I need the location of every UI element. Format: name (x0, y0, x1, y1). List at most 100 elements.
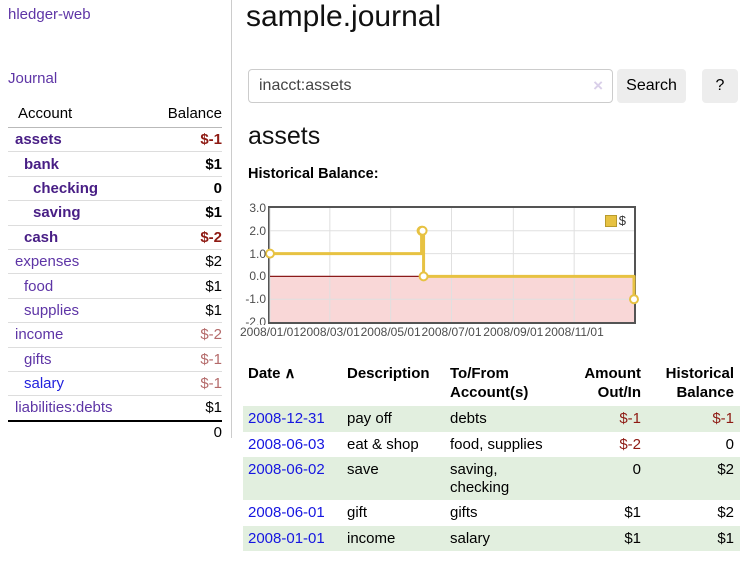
search-bar: × Search ? (248, 69, 738, 103)
x-axis-tick-label: 2008/05/01 (360, 325, 422, 339)
account-balance-value: 0 (214, 180, 222, 197)
transaction-balance: $2 (641, 500, 734, 526)
account-row: checking 0 (8, 177, 222, 201)
transaction-balance: $-1 (641, 406, 734, 432)
account-balance-value: $1 (205, 204, 222, 221)
sidebar-item-journal[interactable]: Journal (8, 70, 57, 87)
sidebar-account-link[interactable]: checking (8, 180, 98, 197)
sidebar-account-link[interactable]: expenses (8, 253, 79, 270)
sidebar-account-link[interactable]: gifts (8, 351, 52, 368)
historical-balance-chart[interactable]: $ (268, 206, 636, 324)
transaction-balance: $1 (641, 526, 734, 552)
transaction-date-link[interactable]: 2008-06-02 (248, 461, 325, 478)
search-input[interactable] (248, 69, 613, 103)
account-row: salary $-1 (8, 372, 222, 396)
legend-label: $ (619, 213, 626, 228)
account-balance-value: $-2 (200, 229, 222, 246)
sidebar-account-link[interactable]: supplies (8, 302, 79, 319)
data-point-marker[interactable] (630, 295, 638, 303)
transaction-amount: $1 (573, 526, 641, 552)
account-balance-value: $1 (205, 156, 222, 173)
transaction-amount: $1 (573, 500, 641, 526)
transaction-row: 2008-06-02 savesaving, checking0$2 (243, 457, 740, 500)
transaction-amount: $-2 (573, 432, 641, 458)
column-header-amount: Amount Out/In (573, 364, 641, 402)
chart-heading: Historical Balance: (248, 166, 379, 182)
account-balance-value: $-1 (200, 351, 222, 368)
transaction-amount: 0 (573, 457, 641, 500)
transaction-row: 2008-06-01 giftgifts$1$2 (243, 500, 740, 526)
transaction-description: gift (347, 500, 450, 526)
transaction-date-link[interactable]: 2008-01-01 (248, 530, 325, 547)
transaction-description: save (347, 457, 450, 500)
transaction-row: 2008-06-03eat & shopfood, supplies$-20 (243, 432, 740, 458)
sidebar-account-link[interactable]: liabilities:debts (8, 399, 113, 416)
x-axis: 2008/01/012008/03/012008/05/012008/07/01… (270, 325, 634, 340)
account-balance-value: $1 (205, 278, 222, 295)
account-row: saving $1 (8, 201, 222, 225)
column-header-accounts: To/From Account(s) (450, 364, 573, 402)
sidebar-account-link[interactable]: bank (8, 156, 59, 173)
y-axis-tick-label: 3.0 (249, 201, 266, 215)
x-axis-tick-label: 2008/11/01 (544, 325, 605, 339)
x-axis-tick-label: 2008/09/01 (482, 325, 544, 339)
y-axis-tick-label: 0.0 (249, 269, 266, 283)
transactions-table-header: Date∧ Description To/From Account(s) Amo… (243, 362, 740, 406)
sidebar-account-link[interactable]: assets (8, 131, 62, 148)
transaction-accounts: saving, checking (450, 457, 573, 500)
search-box: × (248, 69, 613, 103)
x-axis-tick-label: 2008/07/01 (420, 325, 482, 339)
sort-ascending-icon[interactable]: ∧ (285, 365, 296, 382)
account-row: income $-2 (8, 323, 222, 347)
transactions-table: Date∧ Description To/From Account(s) Amo… (243, 362, 740, 551)
accounts-header-balance: Balance (168, 105, 222, 122)
data-point-marker[interactable] (419, 227, 427, 235)
transaction-balance: $2 (641, 457, 734, 500)
accounts-table-header: Account Balance (8, 103, 222, 128)
transaction-accounts: food, supplies (450, 432, 573, 458)
account-row: gifts $-1 (8, 348, 222, 372)
account-row: assets $-1 (8, 128, 222, 152)
sidebar-account-link[interactable]: cash (8, 229, 58, 246)
search-button[interactable]: Search (617, 69, 686, 103)
transaction-date-link[interactable]: 2008-06-03 (248, 436, 325, 453)
transaction-date-link[interactable]: 2008-06-01 (248, 504, 325, 521)
clear-search-icon[interactable]: × (593, 76, 603, 96)
account-balance-value: $-2 (200, 326, 222, 343)
x-axis-tick-label: 2008/01/01 (239, 325, 301, 339)
column-header-description: Description (347, 364, 450, 402)
y-axis-tick-label: 2.0 (249, 224, 266, 238)
sidebar-account-link[interactable]: saving (8, 204, 81, 221)
transaction-date-link[interactable]: 2008-12-31 (248, 410, 325, 427)
sidebar-account-link[interactable]: salary (8, 375, 64, 392)
sidebar-account-link[interactable]: food (8, 278, 53, 295)
column-header-date[interactable]: Date∧ (248, 364, 347, 402)
account-row: expenses $2 (8, 250, 222, 274)
account-page-title: assets (248, 122, 320, 151)
transaction-accounts: debts (450, 406, 573, 432)
account-balance-value: $-1 (200, 375, 222, 392)
account-balance-value: $-1 (200, 131, 222, 148)
account-balance-value: $1 (205, 399, 222, 416)
transaction-row: 2008-12-31pay offdebts$-1$-1 (243, 406, 740, 432)
sidebar-account-link[interactable]: income (8, 326, 63, 343)
accounts-sidebar-table: Account Balance assets $-1 bank $1 checking 0… (8, 103, 222, 444)
x-axis-tick-label: 2008/03/01 (299, 325, 361, 339)
data-point-marker[interactable] (266, 250, 274, 258)
account-balance-value: $2 (205, 253, 222, 270)
transaction-row: 2008-01-01incomesalary$1$1 (243, 526, 740, 552)
transaction-accounts: gifts (450, 500, 573, 526)
y-axis: 3.02.01.00.0-1.0-2.0 (232, 208, 266, 322)
transaction-description: income (347, 526, 450, 552)
legend-swatch-icon (605, 215, 617, 227)
data-point-marker[interactable] (420, 272, 428, 280)
app-title-link[interactable]: hledger-web (8, 6, 91, 23)
account-row: food $1 (8, 274, 222, 298)
column-header-balance: Historical Balance (641, 364, 734, 402)
account-row: supplies $1 (8, 299, 222, 323)
account-balance-value: $1 (205, 302, 222, 319)
accounts-total-row: 0 (8, 420, 222, 444)
account-row: liabilities:debts $1 (8, 396, 222, 420)
help-button[interactable]: ? (702, 69, 738, 103)
transaction-description: pay off (347, 406, 450, 432)
